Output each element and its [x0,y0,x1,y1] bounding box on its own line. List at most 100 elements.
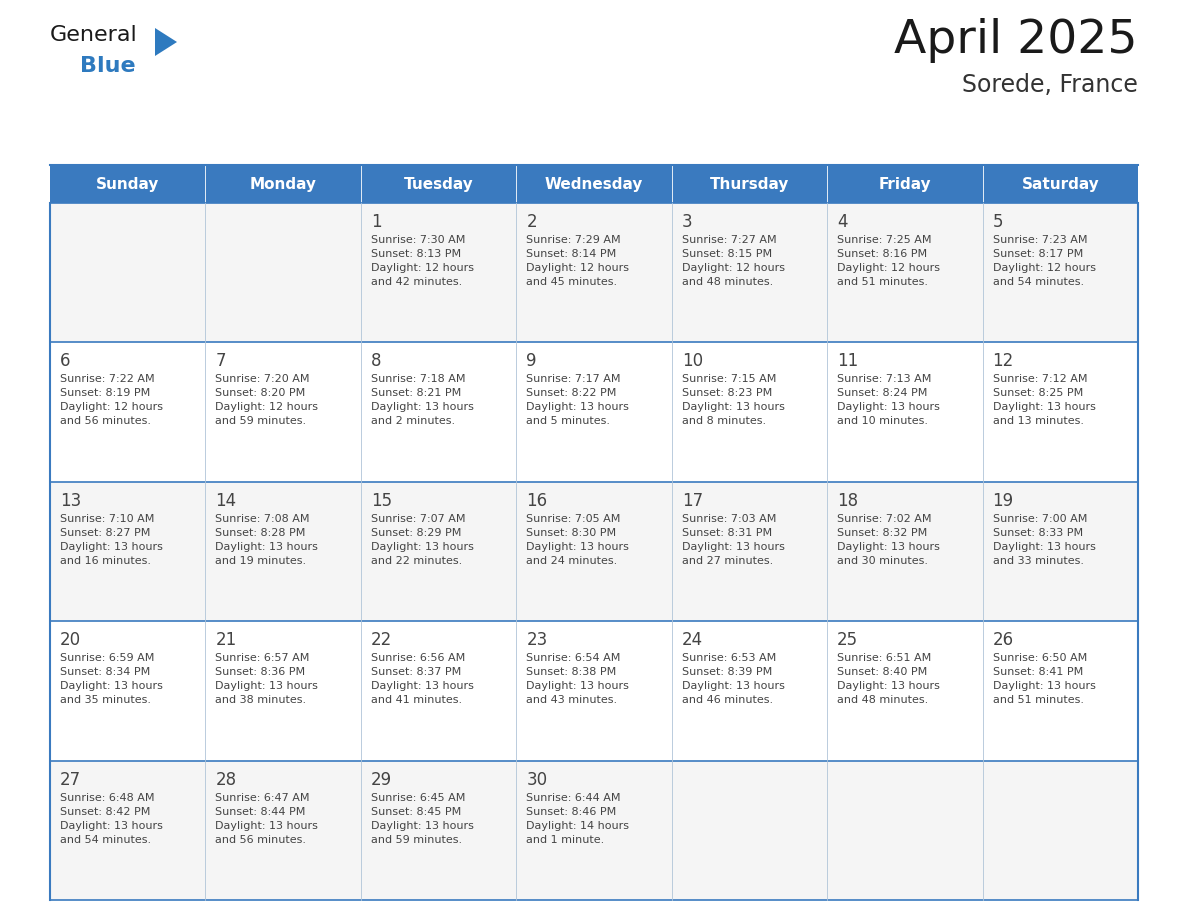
Text: 12: 12 [992,353,1013,370]
Bar [517,165,671,203]
Bar [50,482,206,621]
Bar [361,482,517,621]
Text: 24: 24 [682,632,703,649]
Text: Sunrise: 6:48 AM
Sunset: 8:42 PM
Daylight: 13 hours
and 54 minutes.: Sunrise: 6:48 AM Sunset: 8:42 PM Dayligh… [61,792,163,845]
Polygon shape [154,28,177,56]
Text: Sunrise: 6:47 AM
Sunset: 8:44 PM
Daylight: 13 hours
and 56 minutes.: Sunrise: 6:47 AM Sunset: 8:44 PM Dayligh… [215,792,318,845]
Text: 15: 15 [371,492,392,509]
Bar [206,165,361,203]
Bar [671,621,827,761]
Text: Monday: Monday [249,176,317,192]
Bar [361,165,517,203]
Text: 22: 22 [371,632,392,649]
Text: 14: 14 [215,492,236,509]
Text: 28: 28 [215,770,236,789]
Bar [206,482,361,621]
Bar [361,203,517,342]
Bar [206,342,361,482]
Bar [827,203,982,342]
Bar [361,342,517,482]
Bar [517,621,671,761]
Text: 3: 3 [682,213,693,231]
Text: Sunday: Sunday [96,176,159,192]
Text: Sunrise: 7:29 AM
Sunset: 8:14 PM
Daylight: 12 hours
and 45 minutes.: Sunrise: 7:29 AM Sunset: 8:14 PM Dayligh… [526,235,630,287]
Bar [982,342,1138,482]
Text: 30: 30 [526,770,548,789]
Text: Sunrise: 7:03 AM
Sunset: 8:31 PM
Daylight: 13 hours
and 27 minutes.: Sunrise: 7:03 AM Sunset: 8:31 PM Dayligh… [682,514,784,565]
Text: 1: 1 [371,213,381,231]
Text: Sunrise: 7:02 AM
Sunset: 8:32 PM
Daylight: 13 hours
and 30 minutes.: Sunrise: 7:02 AM Sunset: 8:32 PM Dayligh… [838,514,940,565]
Text: Sorede, France: Sorede, France [962,73,1138,97]
Text: Sunrise: 7:22 AM
Sunset: 8:19 PM
Daylight: 12 hours
and 56 minutes.: Sunrise: 7:22 AM Sunset: 8:19 PM Dayligh… [61,375,163,426]
Text: 27: 27 [61,770,81,789]
Text: Sunrise: 7:20 AM
Sunset: 8:20 PM
Daylight: 12 hours
and 59 minutes.: Sunrise: 7:20 AM Sunset: 8:20 PM Dayligh… [215,375,318,426]
Text: Sunrise: 6:54 AM
Sunset: 8:38 PM
Daylight: 13 hours
and 43 minutes.: Sunrise: 6:54 AM Sunset: 8:38 PM Dayligh… [526,654,630,705]
Bar [982,203,1138,342]
Text: 4: 4 [838,213,848,231]
Text: 5: 5 [992,213,1003,231]
Text: 8: 8 [371,353,381,370]
Bar [50,165,206,203]
Text: 23: 23 [526,632,548,649]
Text: Sunrise: 6:50 AM
Sunset: 8:41 PM
Daylight: 13 hours
and 51 minutes.: Sunrise: 6:50 AM Sunset: 8:41 PM Dayligh… [992,654,1095,705]
Bar [982,482,1138,621]
Text: 2: 2 [526,213,537,231]
Bar [206,621,361,761]
Text: Sunrise: 7:00 AM
Sunset: 8:33 PM
Daylight: 13 hours
and 33 minutes.: Sunrise: 7:00 AM Sunset: 8:33 PM Dayligh… [992,514,1095,565]
Text: Sunrise: 6:53 AM
Sunset: 8:39 PM
Daylight: 13 hours
and 46 minutes.: Sunrise: 6:53 AM Sunset: 8:39 PM Dayligh… [682,654,784,705]
Text: 11: 11 [838,353,859,370]
Text: Sunrise: 7:12 AM
Sunset: 8:25 PM
Daylight: 13 hours
and 13 minutes.: Sunrise: 7:12 AM Sunset: 8:25 PM Dayligh… [992,375,1095,426]
Bar [827,761,982,900]
Text: Saturday: Saturday [1022,176,1099,192]
Text: 18: 18 [838,492,858,509]
Text: 19: 19 [992,492,1013,509]
Bar [517,342,671,482]
Text: Sunrise: 6:44 AM
Sunset: 8:46 PM
Daylight: 14 hours
and 1 minute.: Sunrise: 6:44 AM Sunset: 8:46 PM Dayligh… [526,792,630,845]
Bar [671,203,827,342]
Bar [517,761,671,900]
Bar [671,165,827,203]
Text: Thursday: Thursday [709,176,789,192]
Text: Sunrise: 6:51 AM
Sunset: 8:40 PM
Daylight: 13 hours
and 48 minutes.: Sunrise: 6:51 AM Sunset: 8:40 PM Dayligh… [838,654,940,705]
Text: General: General [50,25,138,45]
Text: 21: 21 [215,632,236,649]
Bar [827,165,982,203]
Text: 29: 29 [371,770,392,789]
Bar [50,621,206,761]
Bar [50,203,206,342]
Text: 16: 16 [526,492,548,509]
Text: 26: 26 [992,632,1013,649]
Bar [982,761,1138,900]
Text: Sunrise: 7:30 AM
Sunset: 8:13 PM
Daylight: 12 hours
and 42 minutes.: Sunrise: 7:30 AM Sunset: 8:13 PM Dayligh… [371,235,474,287]
Bar [827,621,982,761]
Text: Blue: Blue [80,56,135,76]
Text: Sunrise: 6:56 AM
Sunset: 8:37 PM
Daylight: 13 hours
and 41 minutes.: Sunrise: 6:56 AM Sunset: 8:37 PM Dayligh… [371,654,474,705]
Text: Wednesday: Wednesday [545,176,643,192]
Bar [361,621,517,761]
Bar [517,203,671,342]
Bar [671,761,827,900]
Text: Friday: Friday [879,176,931,192]
Text: 10: 10 [682,353,703,370]
Bar [671,482,827,621]
Bar [517,482,671,621]
Bar [982,165,1138,203]
Text: 25: 25 [838,632,858,649]
Bar [361,761,517,900]
Text: 17: 17 [682,492,703,509]
Text: Sunrise: 7:18 AM
Sunset: 8:21 PM
Daylight: 13 hours
and 2 minutes.: Sunrise: 7:18 AM Sunset: 8:21 PM Dayligh… [371,375,474,426]
Bar [827,342,982,482]
Bar [206,761,361,900]
Text: 6: 6 [61,353,70,370]
Text: 9: 9 [526,353,537,370]
Text: Sunrise: 7:05 AM
Sunset: 8:30 PM
Daylight: 13 hours
and 24 minutes.: Sunrise: 7:05 AM Sunset: 8:30 PM Dayligh… [526,514,630,565]
Bar [206,203,361,342]
Bar [827,482,982,621]
Text: Sunrise: 7:17 AM
Sunset: 8:22 PM
Daylight: 13 hours
and 5 minutes.: Sunrise: 7:17 AM Sunset: 8:22 PM Dayligh… [526,375,630,426]
Text: 13: 13 [61,492,81,509]
Bar [671,342,827,482]
Text: Sunrise: 7:25 AM
Sunset: 8:16 PM
Daylight: 12 hours
and 51 minutes.: Sunrise: 7:25 AM Sunset: 8:16 PM Dayligh… [838,235,940,287]
Bar [50,761,206,900]
Text: Sunrise: 6:45 AM
Sunset: 8:45 PM
Daylight: 13 hours
and 59 minutes.: Sunrise: 6:45 AM Sunset: 8:45 PM Dayligh… [371,792,474,845]
Text: Tuesday: Tuesday [404,176,474,192]
